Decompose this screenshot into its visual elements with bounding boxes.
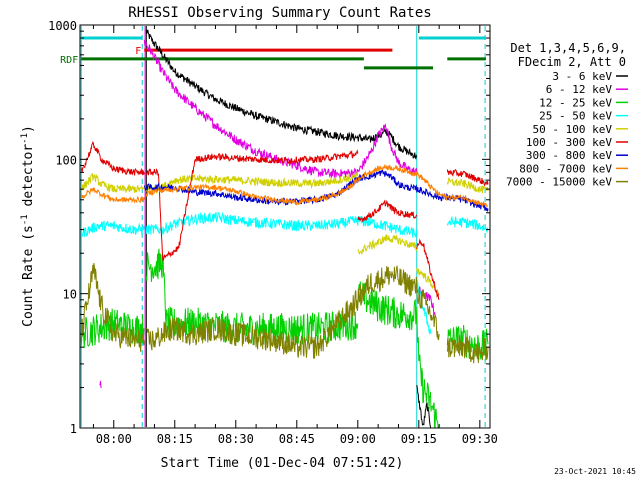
legend-entry-label: 6 - 12 keV [546, 83, 613, 96]
y-tick-label: 10 [63, 288, 77, 302]
y-tick-label: 1000 [48, 19, 77, 33]
legend-entry-label: 800 - 7000 keV [519, 162, 612, 175]
series-line [446, 168, 489, 187]
y-axis-label: Count Rate (s-1 detector-1) [20, 125, 36, 327]
series-line [146, 265, 418, 359]
legend-entry-label: 25 - 50 keV [539, 110, 612, 123]
x-tick-label: 09:15 [401, 432, 437, 446]
series-line [446, 177, 489, 194]
legend-entry: 12 - 25 keV [539, 96, 628, 109]
chart-title: RHESSI Observing Summary Count Rates [128, 5, 431, 21]
series-line [145, 248, 359, 346]
series-line [446, 215, 489, 233]
flag-bar-label: RDF [60, 55, 78, 66]
legend-entry-label: 12 - 25 keV [539, 96, 612, 109]
y-tick-label: 100 [55, 153, 77, 167]
legend-entry-label: 50 - 100 keV [533, 123, 613, 136]
legend-entry-label: 7000 - 15000 keV [506, 176, 612, 189]
y-axis-label-end: ) [21, 125, 36, 133]
series-line [80, 141, 145, 176]
series-line [80, 262, 145, 352]
legend-entry: 7000 - 15000 keV [506, 176, 628, 189]
x-tick-label: 08:15 [157, 432, 193, 446]
legend-entry: 300 - 800 keV [526, 149, 628, 162]
legend-entry: 3 - 6 keV [552, 70, 628, 83]
series-line [80, 173, 145, 194]
series-line [145, 29, 418, 160]
legend: Det 1,3,4,5,6,9, FDecim 2, Att 0 3 - 6 k… [506, 41, 628, 189]
x-tick-label: 08:00 [96, 432, 132, 446]
y-axis-label-mid: detector [21, 144, 36, 215]
series-line [357, 199, 418, 223]
y-tick-label: 1 [70, 422, 77, 436]
legend-entry-label: 3 - 6 keV [552, 70, 612, 83]
series-line [145, 164, 488, 208]
series-line [416, 284, 440, 341]
series-line [416, 238, 440, 301]
series-line [80, 187, 145, 204]
y-axis-label-sup2: -1 [20, 133, 30, 144]
y-axis-label-main: Count Rate (s [21, 225, 36, 327]
series-line [416, 385, 431, 428]
legend-entry-label: 100 - 300 keV [526, 136, 612, 149]
footer-timestamp: 23-Oct-2021 10:45 [554, 467, 636, 476]
series-line [145, 149, 359, 262]
legend-entry: 50 - 100 keV [533, 123, 628, 136]
series-line [143, 39, 418, 180]
series-line [357, 234, 418, 255]
plot-frame [79, 24, 491, 429]
series-line [145, 171, 359, 195]
x-tick-label: 09:00 [340, 432, 376, 446]
y-axis: 1 10 100 1000 [48, 19, 490, 436]
series-line [446, 335, 489, 364]
y-axis-label-sup1: -1 [20, 214, 30, 225]
legend-entry: 800 - 7000 keV [519, 162, 628, 175]
legend-entry: 25 - 50 keV [539, 110, 628, 123]
x-axis: 08:00 08:15 08:30 08:45 09:00 09:15 09:30 [92, 25, 498, 446]
legend-entry: 6 - 12 keV [546, 83, 628, 96]
x-axis-label: Start Time (01-Dec-04 07:51:42) [161, 456, 404, 471]
legend-header-line-2: FDecim 2, Att 0 [518, 55, 626, 69]
legend-entry: 100 - 300 keV [526, 136, 628, 149]
series-line [143, 168, 489, 212]
x-tick-label: 08:45 [279, 432, 315, 446]
series-line [99, 380, 102, 389]
flag-bar-label: F [135, 46, 141, 57]
plot-content: F RDF [60, 26, 489, 428]
legend-entry-label: 300 - 800 keV [526, 149, 612, 162]
series-line [145, 211, 418, 238]
x-tick-label: 09:30 [462, 432, 498, 446]
legend-header-line-1: Det 1,3,4,5,6,9, [510, 41, 626, 55]
x-tick-label: 08:30 [218, 432, 254, 446]
series-line [357, 281, 440, 428]
series-line [81, 220, 145, 238]
